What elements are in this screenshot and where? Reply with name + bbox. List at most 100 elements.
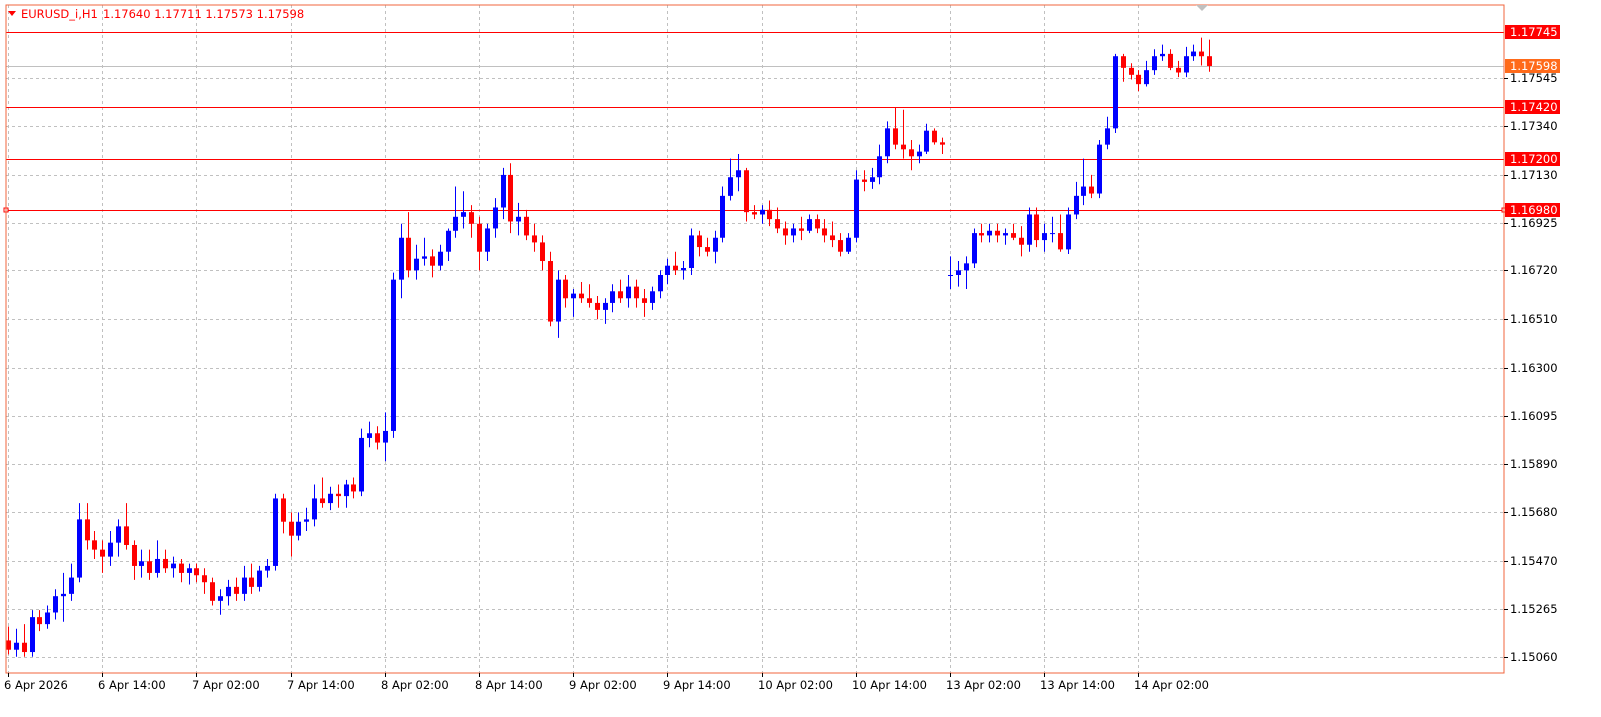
candle-body: [579, 293, 584, 299]
candle-body: [1152, 56, 1157, 71]
candle-body: [1074, 195, 1079, 215]
candle-body: [626, 286, 631, 299]
candle-body: [139, 561, 144, 566]
candle-body: [367, 433, 372, 438]
candle-body: [1191, 51, 1196, 57]
level-price-tag-label: 1.17200: [1510, 152, 1558, 166]
candle-body: [1019, 237, 1024, 245]
candle-body: [226, 586, 231, 597]
candle-body: [461, 212, 466, 217]
candle-body: [673, 265, 678, 271]
x-tick-label: 9 Apr 02:00: [569, 678, 637, 692]
candle-body: [1011, 233, 1016, 238]
chart-header: EURUSD_i,H1 1.17640 1.17711 1.17573 1.17…: [8, 7, 304, 21]
level-price-tag: [1505, 152, 1560, 166]
candle-body: [320, 498, 325, 504]
candle-body: [595, 302, 600, 310]
candle-body: [304, 519, 309, 522]
x-tick-label: 7 Apr 14:00: [287, 678, 355, 692]
candle-body: [383, 430, 388, 443]
candle-body: [987, 230, 992, 236]
current-price-tag-label: 1.17598: [1510, 59, 1558, 73]
x-tick-label: 10 Apr 02:00: [758, 678, 833, 692]
candle-body: [752, 212, 757, 215]
candle-body: [61, 593, 66, 597]
candle-body: [1176, 67, 1181, 73]
candle-body: [351, 484, 356, 492]
candle-body: [815, 219, 820, 229]
y-tick-label: 1.17130: [1510, 168, 1558, 182]
candle-body: [399, 237, 404, 280]
candle-body: [658, 274, 663, 292]
candle-body: [312, 498, 317, 520]
candle-body: [956, 270, 961, 275]
candle-body: [634, 286, 639, 299]
candle-body: [477, 223, 482, 252]
chart-menu-triangle-icon[interactable]: [8, 11, 16, 16]
candle-body: [414, 258, 419, 271]
candle-body: [862, 179, 867, 182]
candle-body: [705, 247, 710, 252]
candle-body: [760, 209, 765, 215]
candle-body: [53, 596, 58, 613]
candle-body: [830, 235, 835, 241]
candle-body: [885, 128, 890, 157]
candle-body: [1144, 70, 1149, 85]
chart-shift-marker-icon[interactable]: [1196, 5, 1208, 11]
candle-body: [846, 237, 851, 252]
candle-body: [548, 261, 553, 322]
candle-body: [1199, 51, 1204, 57]
candle-body: [563, 279, 568, 299]
candle-body: [446, 230, 451, 252]
candle-body: [124, 526, 129, 545]
candle-body: [359, 437, 364, 492]
candle-body: [1097, 144, 1102, 194]
candle-body: [257, 570, 262, 587]
candle-body: [242, 577, 247, 594]
candle-body: [1034, 214, 1039, 241]
candle-body: [603, 302, 608, 310]
candle-body: [783, 228, 788, 236]
candle-body: [744, 170, 749, 213]
candle-body: [822, 228, 827, 236]
candle-body: [540, 242, 545, 262]
candle-body: [108, 542, 113, 557]
candle-body: [587, 298, 592, 303]
x-tick-label: 8 Apr 02:00: [381, 678, 449, 692]
candle-body: [336, 493, 341, 497]
symbol-title: EURUSD_i,H1: [21, 7, 98, 21]
y-tick-label: 1.16925: [1510, 216, 1558, 230]
candle-body: [532, 235, 537, 243]
candle-body: [893, 128, 898, 145]
candle-body: [85, 519, 90, 541]
candle-body: [901, 144, 906, 150]
x-tick-label: 10 Apr 14:00: [852, 678, 927, 692]
candle-body: [69, 577, 74, 594]
x-tick-label: 6 Apr 2026: [4, 678, 68, 692]
y-tick-label: 1.15060: [1510, 650, 1558, 664]
candle-body: [163, 558, 168, 569]
y-tick-label: 1.16720: [1510, 263, 1558, 277]
candle-body: [932, 130, 937, 143]
candle-body: [1105, 128, 1110, 145]
candle-body: [179, 563, 184, 573]
candle-body: [665, 265, 670, 275]
candle-body: [799, 228, 804, 231]
plot-frame: [5, 4, 1505, 674]
candle-body: [720, 195, 725, 238]
candle-body: [194, 568, 199, 576]
candle-body: [77, 519, 82, 578]
candle-body: [453, 216, 458, 231]
y-tick-label: 1.15265: [1510, 602, 1558, 616]
candle-body: [234, 586, 239, 594]
level-price-tag-label: 1.17420: [1510, 100, 1558, 114]
level-price-tag-label: 1.16980: [1510, 203, 1558, 217]
candle-body: [940, 142, 945, 145]
level-price-tag-label: 1.17745: [1510, 25, 1558, 39]
y-tick-label: 1.15890: [1510, 457, 1558, 471]
candle-body: [45, 612, 50, 625]
candle-body: [6, 640, 11, 650]
grid: [6, 5, 1504, 673]
